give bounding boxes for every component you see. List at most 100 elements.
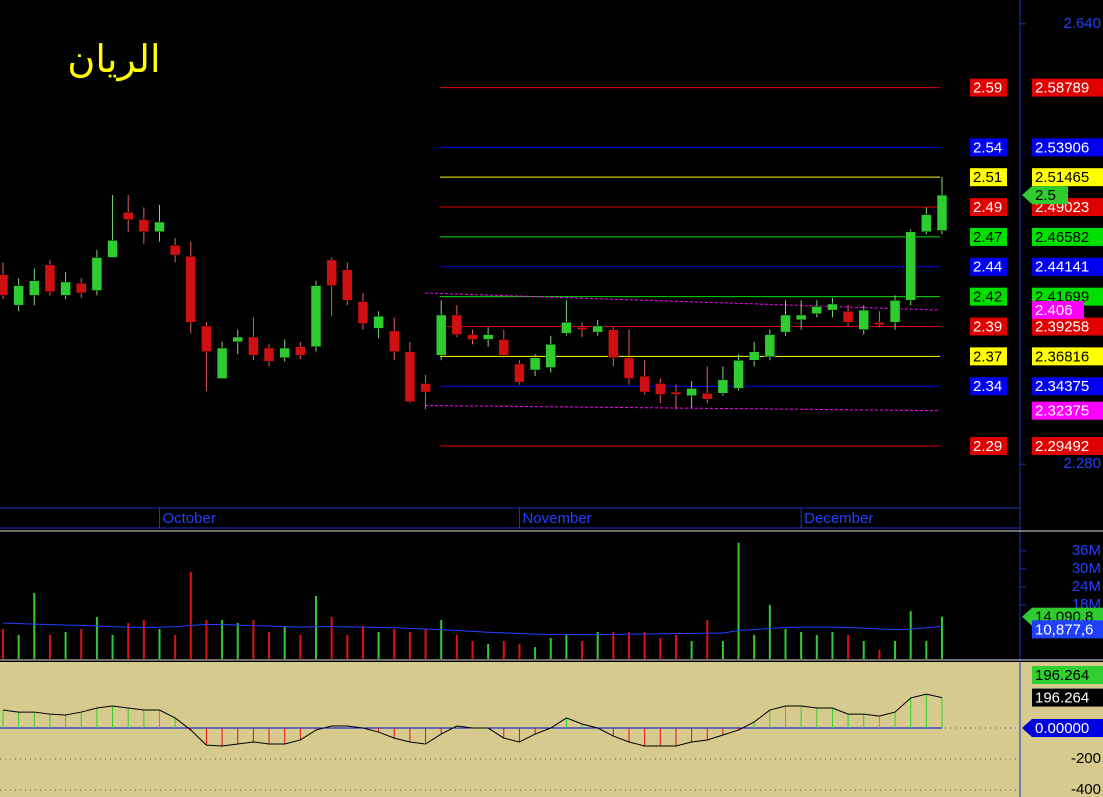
candle-body bbox=[639, 375, 650, 393]
level-value-box bbox=[1032, 317, 1103, 336]
y-tick-label: -400 bbox=[1071, 781, 1101, 797]
candle-body bbox=[686, 388, 697, 396]
level-value-box bbox=[1032, 168, 1103, 187]
candle-body bbox=[529, 357, 541, 371]
candle-body bbox=[232, 336, 243, 343]
x-tick-label: October bbox=[163, 510, 216, 527]
candle-body bbox=[342, 269, 353, 301]
candle-body bbox=[592, 325, 603, 333]
candle-body bbox=[561, 322, 572, 334]
average-value-box bbox=[1032, 620, 1103, 639]
candle-body bbox=[435, 314, 447, 356]
oscillator-background bbox=[0, 662, 1020, 797]
level-value: 2.34375 bbox=[1035, 378, 1089, 395]
candle-body bbox=[498, 339, 510, 356]
candle-body bbox=[889, 300, 901, 323]
channel-line bbox=[424, 292, 941, 311]
candle-body bbox=[0, 274, 9, 296]
candle-body bbox=[905, 231, 916, 301]
candle-body bbox=[44, 264, 56, 292]
level-value: 2.53906 bbox=[1035, 139, 1089, 156]
candle-body bbox=[608, 329, 619, 359]
channel-value-box bbox=[1032, 401, 1103, 420]
volume-arrow bbox=[1022, 607, 1032, 626]
level-label-box bbox=[970, 168, 1007, 187]
x-tick-label: November bbox=[522, 510, 591, 527]
level-value-box bbox=[1032, 377, 1103, 396]
level-value: 2.39258 bbox=[1035, 318, 1089, 335]
candle-body bbox=[858, 309, 869, 330]
level-value: 2.51465 bbox=[1035, 169, 1089, 186]
chart-title: الريان bbox=[67, 39, 160, 82]
candle-body bbox=[29, 280, 40, 296]
level-value-box bbox=[1032, 138, 1103, 157]
y-tick-label: 2.640 bbox=[1063, 15, 1101, 32]
candle-body bbox=[780, 314, 791, 333]
oscillator-value: 196.264 bbox=[1035, 690, 1089, 707]
candle-body bbox=[623, 357, 635, 379]
candle-body bbox=[185, 256, 197, 323]
last-price-box bbox=[1032, 186, 1068, 205]
level-label-box bbox=[970, 347, 1007, 366]
candle-body bbox=[216, 347, 228, 379]
oscillator-value-box bbox=[1032, 666, 1103, 684]
candle-body bbox=[576, 326, 588, 330]
candle-body bbox=[514, 363, 525, 383]
candle-body bbox=[451, 314, 463, 335]
level-label-box bbox=[970, 227, 1007, 246]
candle-body bbox=[702, 393, 713, 400]
level-label-box bbox=[970, 257, 1007, 276]
channel-line bbox=[424, 404, 941, 412]
candle-body bbox=[122, 211, 134, 220]
level-label: 2.47 bbox=[973, 229, 1002, 246]
volume-average bbox=[2, 622, 943, 636]
level-value: 2.36816 bbox=[1035, 348, 1089, 365]
y-tick-label: 36M bbox=[1072, 542, 1101, 559]
level-label-box bbox=[970, 436, 1007, 455]
zero-arrow bbox=[1022, 719, 1032, 738]
candle-body bbox=[201, 325, 212, 352]
channel-value-box bbox=[1032, 301, 1084, 320]
candle-body bbox=[921, 214, 932, 233]
channel-value: 2.32375 bbox=[1035, 403, 1089, 420]
level-label: 2.54 bbox=[973, 139, 1002, 156]
channel-value: 2.406 bbox=[1035, 302, 1073, 319]
level-value: 2.29492 bbox=[1035, 438, 1089, 455]
candle-body bbox=[13, 285, 24, 306]
candle-body bbox=[482, 334, 494, 340]
y-tick-label: -200 bbox=[1071, 750, 1101, 767]
level-label: 2.51 bbox=[973, 169, 1002, 186]
candle-body bbox=[357, 301, 369, 324]
level-label: 2.42 bbox=[973, 289, 1002, 306]
level-value: 2.46582 bbox=[1035, 229, 1089, 246]
candle-body bbox=[733, 359, 744, 389]
candle-body bbox=[326, 259, 337, 286]
candle-body bbox=[389, 330, 400, 352]
candle-body bbox=[811, 306, 823, 315]
y-tick-label: 0.00000 bbox=[1035, 720, 1089, 737]
candle-body bbox=[795, 314, 807, 321]
candle-body bbox=[545, 344, 556, 368]
candle-body bbox=[420, 383, 431, 393]
oscillator-value: 196.264 bbox=[1035, 667, 1089, 684]
candle-body bbox=[936, 194, 948, 231]
level-label-box bbox=[970, 377, 1007, 396]
level-label-box bbox=[970, 317, 1007, 336]
level-value-box bbox=[1032, 347, 1103, 366]
y-tick-label-box bbox=[1032, 719, 1103, 738]
level-value-box bbox=[1032, 78, 1103, 97]
y-tick-label: 30M bbox=[1072, 560, 1101, 577]
candle-body bbox=[748, 351, 760, 361]
level-label: 2.37 bbox=[973, 348, 1002, 365]
candle-body bbox=[154, 221, 165, 233]
level-label: 2.29 bbox=[973, 438, 1002, 455]
candle-body bbox=[842, 311, 854, 323]
level-label-box bbox=[970, 138, 1007, 157]
candle-body bbox=[717, 379, 729, 394]
candle-body bbox=[655, 383, 666, 395]
level-value: 2.44141 bbox=[1035, 259, 1089, 276]
level-label: 2.59 bbox=[973, 80, 1002, 97]
level-value-box bbox=[1032, 436, 1103, 455]
